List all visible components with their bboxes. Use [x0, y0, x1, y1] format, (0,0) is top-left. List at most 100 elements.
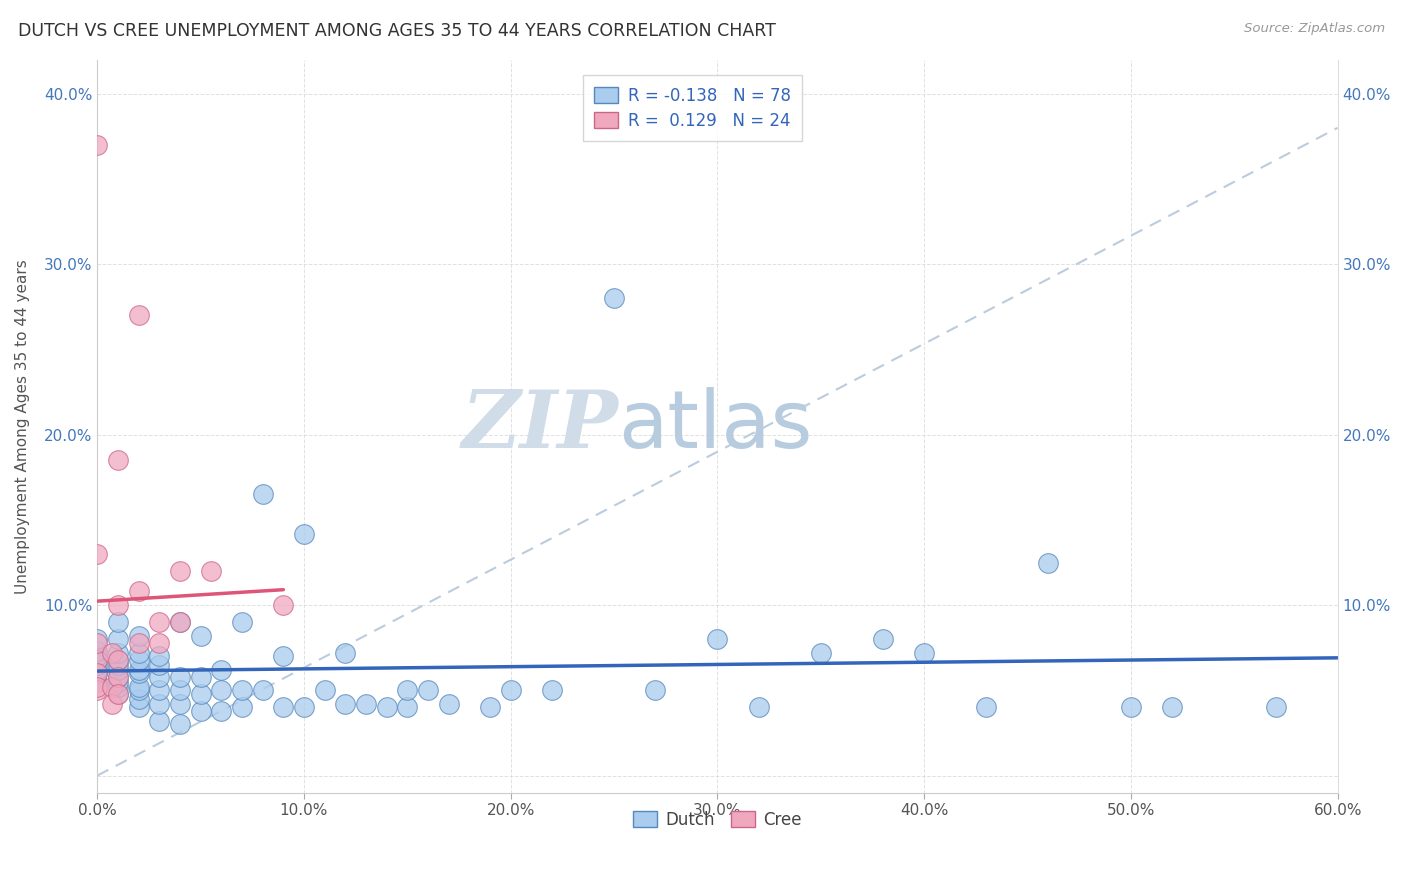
Point [375, 700, 398, 714]
Point [148, 670, 170, 684]
Point [148, 714, 170, 728]
Point [292, 526, 315, 541]
Point [107, 453, 129, 467]
Point [107, 632, 129, 647]
Point [100, 697, 122, 711]
Text: ZIP: ZIP [461, 387, 619, 465]
Point [107, 674, 129, 689]
Point [86, 666, 108, 681]
Point [86, 644, 108, 658]
Point [100, 646, 122, 660]
Point [335, 646, 357, 660]
Point [86, 657, 108, 672]
Point [100, 680, 122, 694]
Point [107, 615, 129, 630]
Point [128, 680, 150, 694]
Point [86, 632, 108, 647]
Point [86, 666, 108, 681]
Point [912, 646, 935, 660]
Point [541, 683, 564, 698]
Point [148, 697, 170, 711]
Point [335, 697, 357, 711]
Point [128, 700, 150, 714]
Point [107, 687, 129, 701]
Text: atlas: atlas [619, 387, 813, 465]
Point [128, 635, 150, 649]
Point [86, 674, 108, 689]
Point [86, 683, 108, 698]
Point [107, 670, 129, 684]
Point [252, 683, 274, 698]
Point [148, 657, 170, 672]
Point [148, 649, 170, 664]
Point [231, 700, 253, 714]
Point [209, 704, 232, 718]
Point [169, 615, 191, 630]
Point [107, 653, 129, 667]
Point [86, 635, 108, 649]
Point [209, 663, 232, 677]
Y-axis label: Unemployment Among Ages 35 to 44 years: Unemployment Among Ages 35 to 44 years [15, 259, 30, 593]
Point [271, 598, 294, 612]
Legend: Dutch, Cree: Dutch, Cree [627, 805, 808, 836]
Point [169, 615, 191, 630]
Point [231, 615, 253, 630]
Point [437, 697, 460, 711]
Point [190, 687, 212, 701]
Point [499, 683, 522, 698]
Point [1161, 700, 1184, 714]
Point [190, 670, 212, 684]
Point [271, 700, 294, 714]
Text: DUTCH VS CREE UNEMPLOYMENT AMONG AGES 35 TO 44 YEARS CORRELATION CHART: DUTCH VS CREE UNEMPLOYMENT AMONG AGES 35… [18, 22, 776, 40]
Point [252, 487, 274, 501]
Point [128, 692, 150, 706]
Point [292, 700, 315, 714]
Point [148, 615, 170, 630]
Point [128, 629, 150, 643]
Point [169, 670, 191, 684]
Point [271, 649, 294, 664]
Point [128, 653, 150, 667]
Point [86, 653, 108, 667]
Point [107, 670, 129, 684]
Point [396, 683, 419, 698]
Point [396, 700, 419, 714]
Point [169, 564, 191, 578]
Point [86, 663, 108, 677]
Point [810, 646, 832, 660]
Point [314, 683, 336, 698]
Point [169, 717, 191, 731]
Point [706, 632, 728, 647]
Point [107, 598, 129, 612]
Point [86, 137, 108, 152]
Point [148, 635, 170, 649]
Point [107, 653, 129, 667]
Point [190, 629, 212, 643]
Point [748, 700, 770, 714]
Point [200, 564, 222, 578]
Point [128, 646, 150, 660]
Point [107, 680, 129, 694]
Point [231, 683, 253, 698]
Point [128, 308, 150, 322]
Point [107, 657, 129, 672]
Point [107, 687, 129, 701]
Point [209, 683, 232, 698]
Point [128, 666, 150, 681]
Point [416, 683, 439, 698]
Point [169, 683, 191, 698]
Point [603, 291, 626, 305]
Text: Source: ZipAtlas.com: Source: ZipAtlas.com [1244, 22, 1385, 36]
Point [107, 646, 129, 660]
Point [1264, 700, 1286, 714]
Point [86, 547, 108, 561]
Point [86, 649, 108, 664]
Point [128, 683, 150, 698]
Point [1119, 700, 1142, 714]
Point [86, 653, 108, 667]
Point [479, 700, 502, 714]
Point [644, 683, 666, 698]
Point [872, 632, 894, 647]
Point [169, 697, 191, 711]
Point [974, 700, 997, 714]
